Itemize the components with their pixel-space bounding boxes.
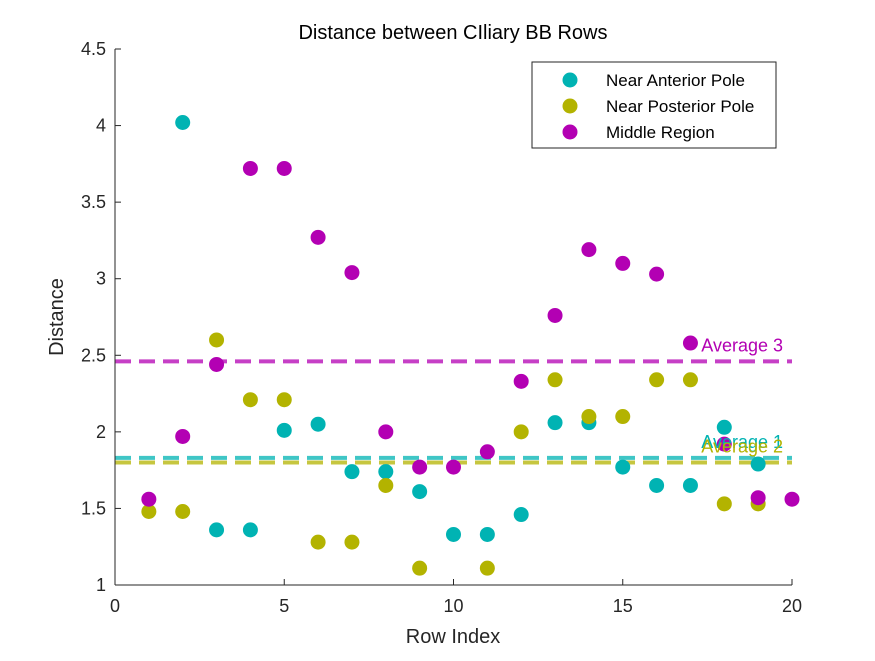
- point-series-3: [141, 491, 157, 507]
- point-series-2: [581, 409, 597, 425]
- point-series-1: [378, 464, 394, 480]
- y-tick-label: 3: [96, 269, 106, 289]
- point-series-3: [547, 307, 563, 323]
- point-series-3: [750, 490, 766, 506]
- point-series-2: [615, 409, 631, 425]
- data-points: [141, 115, 800, 576]
- y-tick-label: 4: [96, 116, 106, 136]
- reference-label-1: Average 1: [701, 432, 783, 452]
- y-axis-label: Distance: [46, 278, 68, 356]
- point-series-2: [344, 534, 360, 550]
- legend-label: Middle Region: [606, 123, 715, 142]
- point-series-3: [649, 266, 665, 282]
- legend-label: Near Posterior Pole: [606, 97, 754, 116]
- x-tick-label: 5: [279, 596, 289, 616]
- chart-title: Distance between CIliary BB Rows: [298, 22, 607, 44]
- point-series-3: [716, 436, 732, 452]
- point-series-2: [412, 560, 428, 576]
- point-series-1: [547, 415, 563, 431]
- point-series-1: [513, 507, 529, 523]
- point-series-1: [682, 477, 698, 493]
- point-series-3: [242, 160, 258, 176]
- point-series-2: [378, 477, 394, 493]
- point-series-1: [310, 416, 326, 432]
- y-tick-label: 2: [96, 422, 106, 442]
- y-tick-label: 2.5: [81, 345, 106, 365]
- point-series-1: [649, 477, 665, 493]
- point-series-2: [141, 503, 157, 519]
- point-series-3: [310, 229, 326, 245]
- point-series-1: [412, 484, 428, 500]
- point-series-2: [547, 372, 563, 388]
- y-tick-label: 1.5: [81, 498, 106, 518]
- point-series-1: [750, 456, 766, 472]
- point-series-2: [310, 534, 326, 550]
- point-series-2: [682, 372, 698, 388]
- point-series-1: [479, 526, 495, 542]
- point-series-3: [446, 459, 461, 475]
- point-series-3: [344, 265, 360, 281]
- point-series-2: [716, 496, 732, 512]
- point-series-3: [175, 428, 191, 444]
- y-axis-ticks: 1 1.5 2 2.5 3 3.5 4 4.5: [81, 39, 121, 595]
- point-series-1: [242, 522, 258, 538]
- point-series-3: [209, 356, 225, 372]
- y-tick-label: 1: [96, 575, 106, 595]
- point-series-1: [716, 419, 732, 435]
- legend-marker: [562, 72, 578, 88]
- point-series-3: [784, 491, 800, 507]
- legend: Near Anterior Pole Near Posterior Pole Mid…: [531, 61, 777, 149]
- point-series-1: [276, 422, 292, 438]
- point-series-3: [378, 424, 394, 440]
- legend-label: Near Anterior Pole: [606, 71, 745, 90]
- legend-marker: [562, 98, 578, 114]
- point-series-3: [479, 444, 495, 460]
- point-series-1: [446, 526, 461, 542]
- point-series-2: [242, 392, 258, 408]
- y-tick-label: 3.5: [81, 192, 106, 212]
- point-series-1: [615, 459, 631, 475]
- x-tick-label: 0: [110, 596, 120, 616]
- point-series-3: [276, 160, 292, 176]
- point-series-2: [175, 503, 191, 519]
- point-series-2: [479, 560, 495, 576]
- reference-label-2: Average 2: [701, 436, 783, 456]
- point-series-2: [209, 332, 225, 348]
- x-axis-label: Row Index: [406, 626, 501, 648]
- point-series-2: [649, 372, 665, 388]
- point-series-3: [513, 373, 529, 389]
- point-series-1: [175, 115, 191, 131]
- point-series-1: [209, 522, 225, 538]
- y-tick-label: 4.5: [81, 39, 106, 59]
- point-series-1: [344, 464, 360, 480]
- reference-label-3: Average 3: [701, 335, 783, 355]
- x-tick-label: 15: [613, 596, 633, 616]
- point-series-3: [581, 242, 597, 258]
- point-series-3: [615, 255, 631, 271]
- point-series-2: [276, 392, 292, 408]
- point-series-3: [682, 335, 698, 351]
- point-series-2: [513, 424, 529, 440]
- point-series-3: [412, 459, 428, 475]
- x-axis-ticks: 0 5 10 15 20: [110, 579, 802, 616]
- legend-marker: [562, 124, 578, 140]
- x-tick-label: 20: [782, 596, 802, 616]
- x-tick-label: 10: [443, 596, 463, 616]
